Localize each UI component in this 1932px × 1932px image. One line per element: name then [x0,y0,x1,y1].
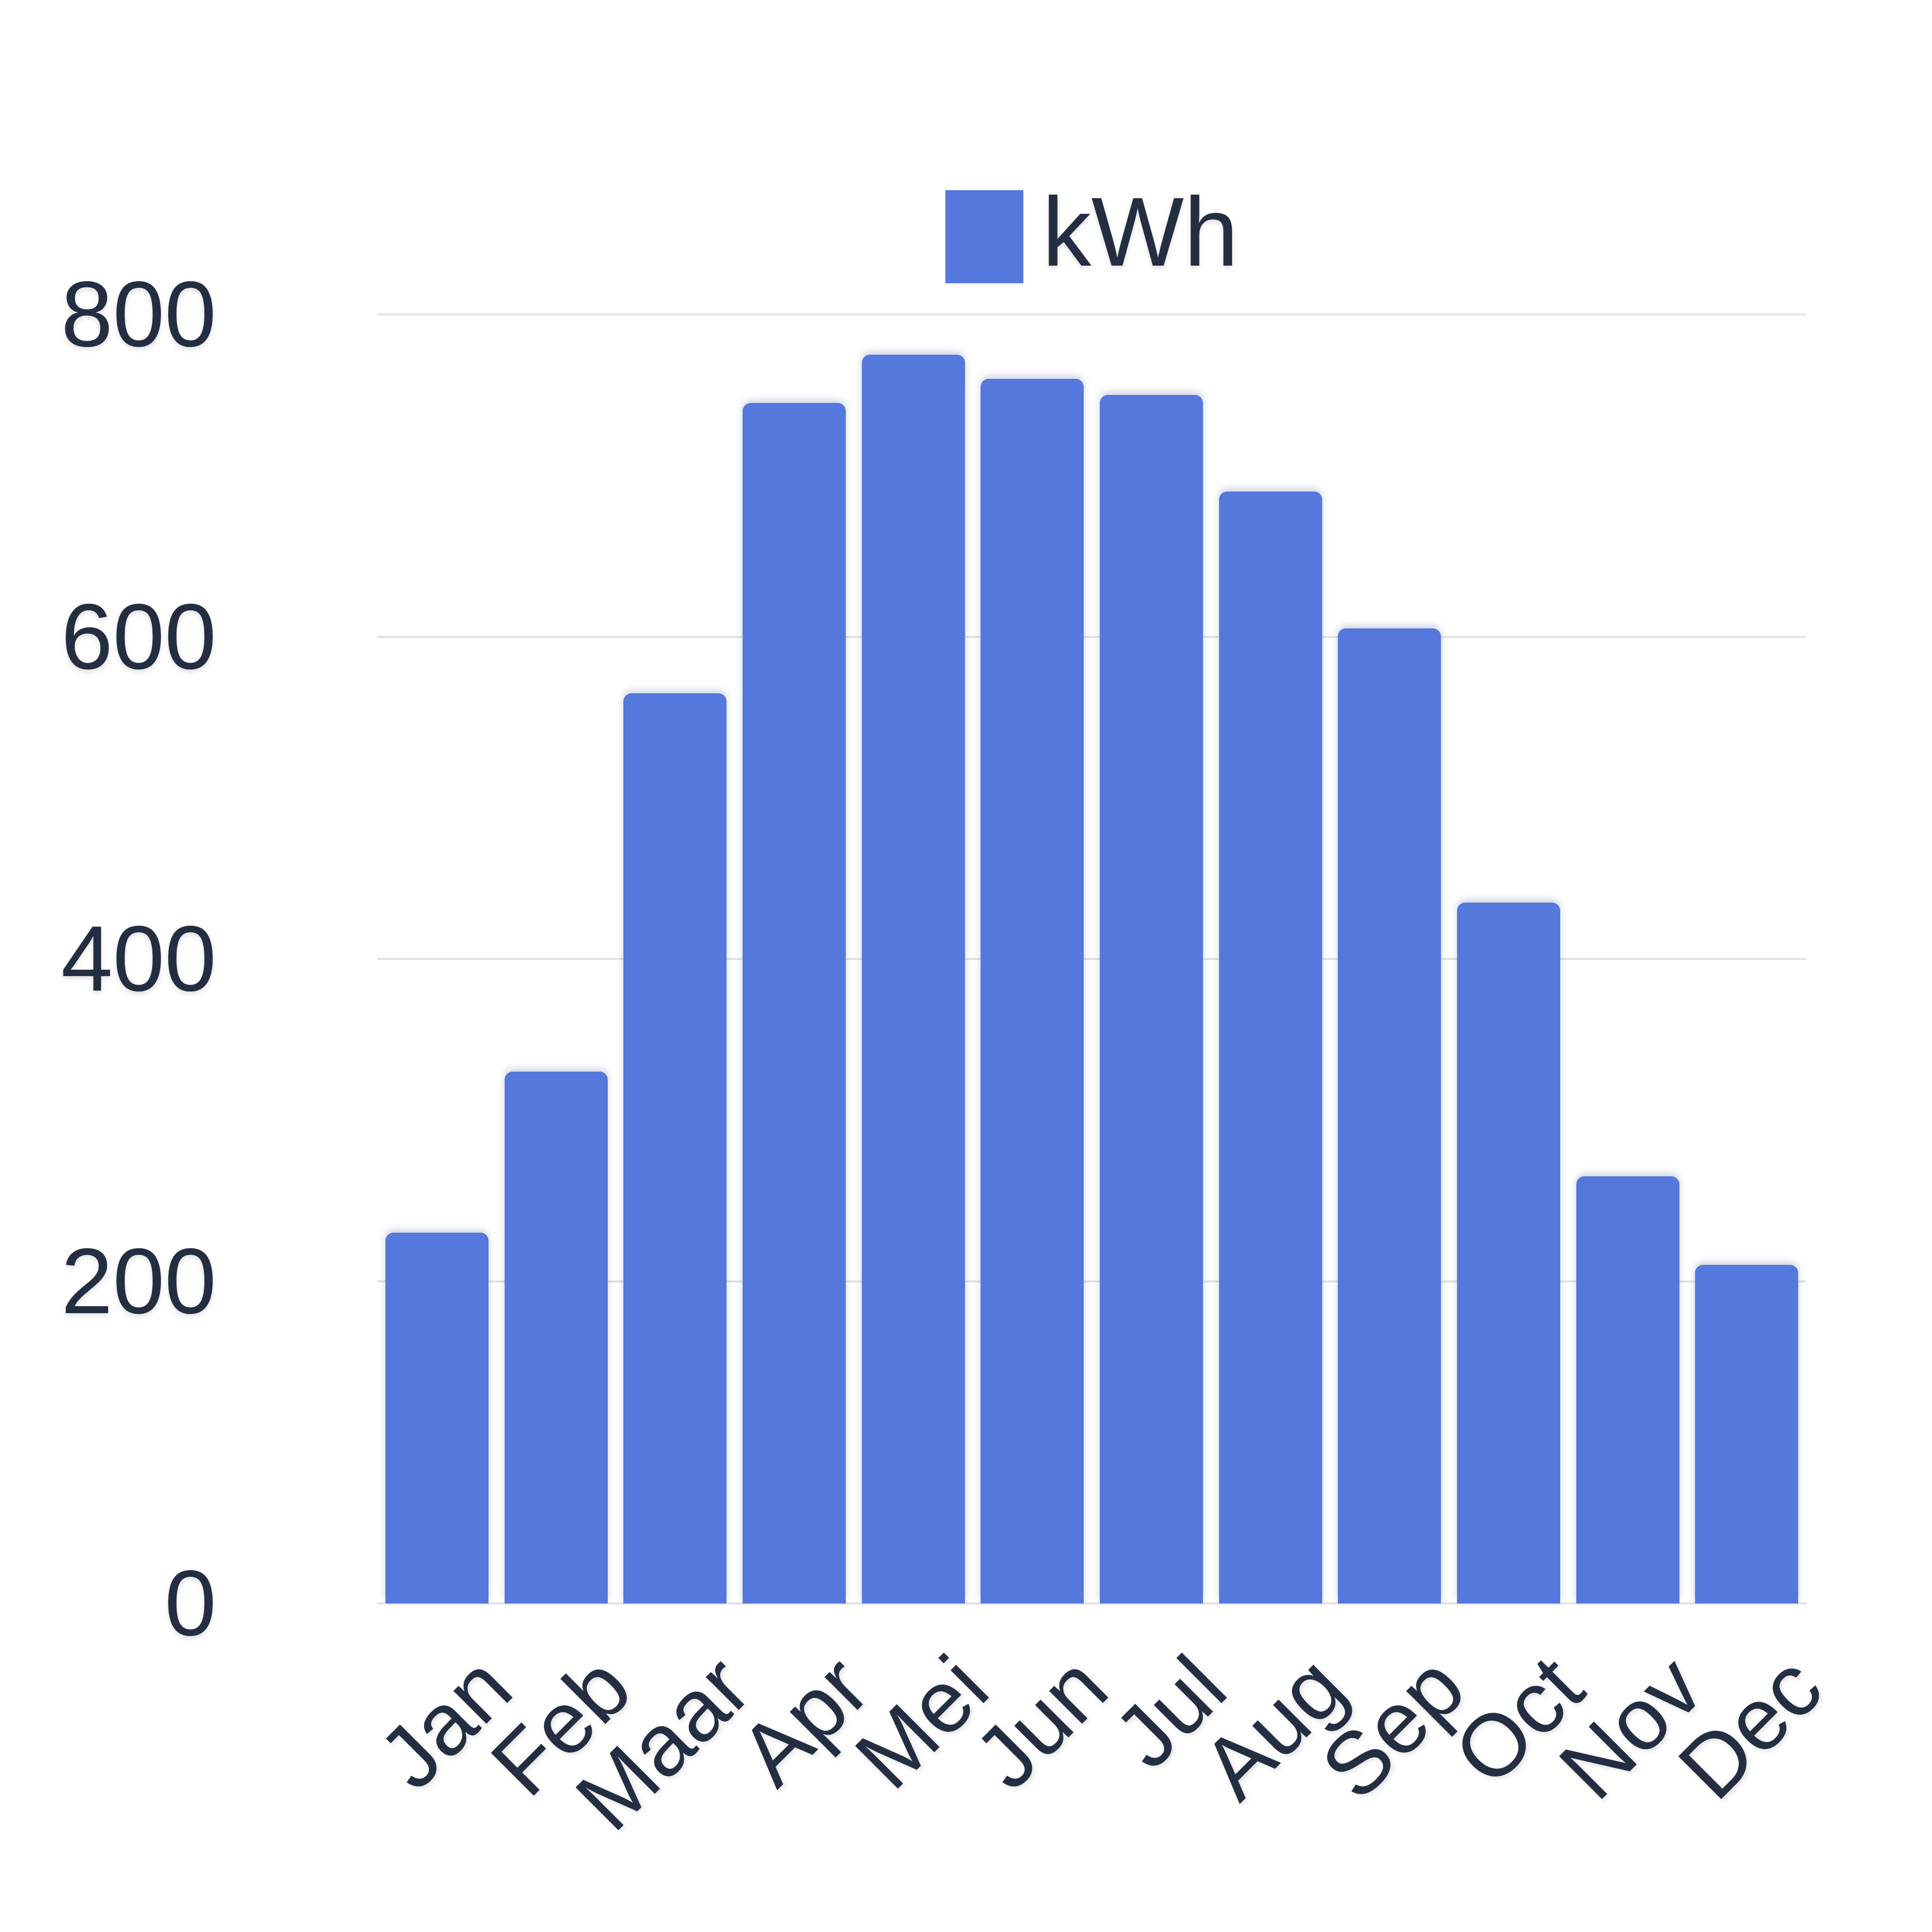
chart-legend: kWh [377,183,1806,284]
y-tick-label-600: 600 [61,585,216,689]
y-tick-label-200: 200 [61,1229,216,1333]
gridline-y-400 [377,958,1806,960]
bar-oct[interactable] [1457,903,1560,1603]
bar-maar[interactable] [623,693,727,1603]
legend-swatch-icon [945,190,1023,283]
bar-jul[interactable] [1099,395,1203,1603]
y-tick-label-800: 800 [61,263,216,366]
bar-sep[interactable] [1338,628,1441,1603]
bar-jun[interactable] [981,379,1084,1603]
bar-jan[interactable] [385,1233,489,1603]
legend-series-label: kWh [1042,177,1239,287]
bar-apr[interactable] [742,403,846,1603]
gridline-y-0 [377,1602,1806,1604]
gridline-y-200 [377,1280,1806,1282]
bar-mei[interactable] [861,355,965,1603]
gridline-y-800 [377,313,1806,315]
y-tick-label-400: 400 [61,907,216,1011]
y-tick-label-0: 0 [165,1552,216,1655]
bar-dec[interactable] [1695,1265,1799,1603]
gridline-y-600 [377,635,1806,638]
bar-aug[interactable] [1219,492,1322,1603]
bar-feb[interactable] [504,1072,608,1603]
bar-nov[interactable] [1576,1176,1679,1603]
chart-plot-area: 0 200 400 600 800 Jan Feb Maar Apr Mei Jun Jul Aug Se… [61,268,1840,1849]
